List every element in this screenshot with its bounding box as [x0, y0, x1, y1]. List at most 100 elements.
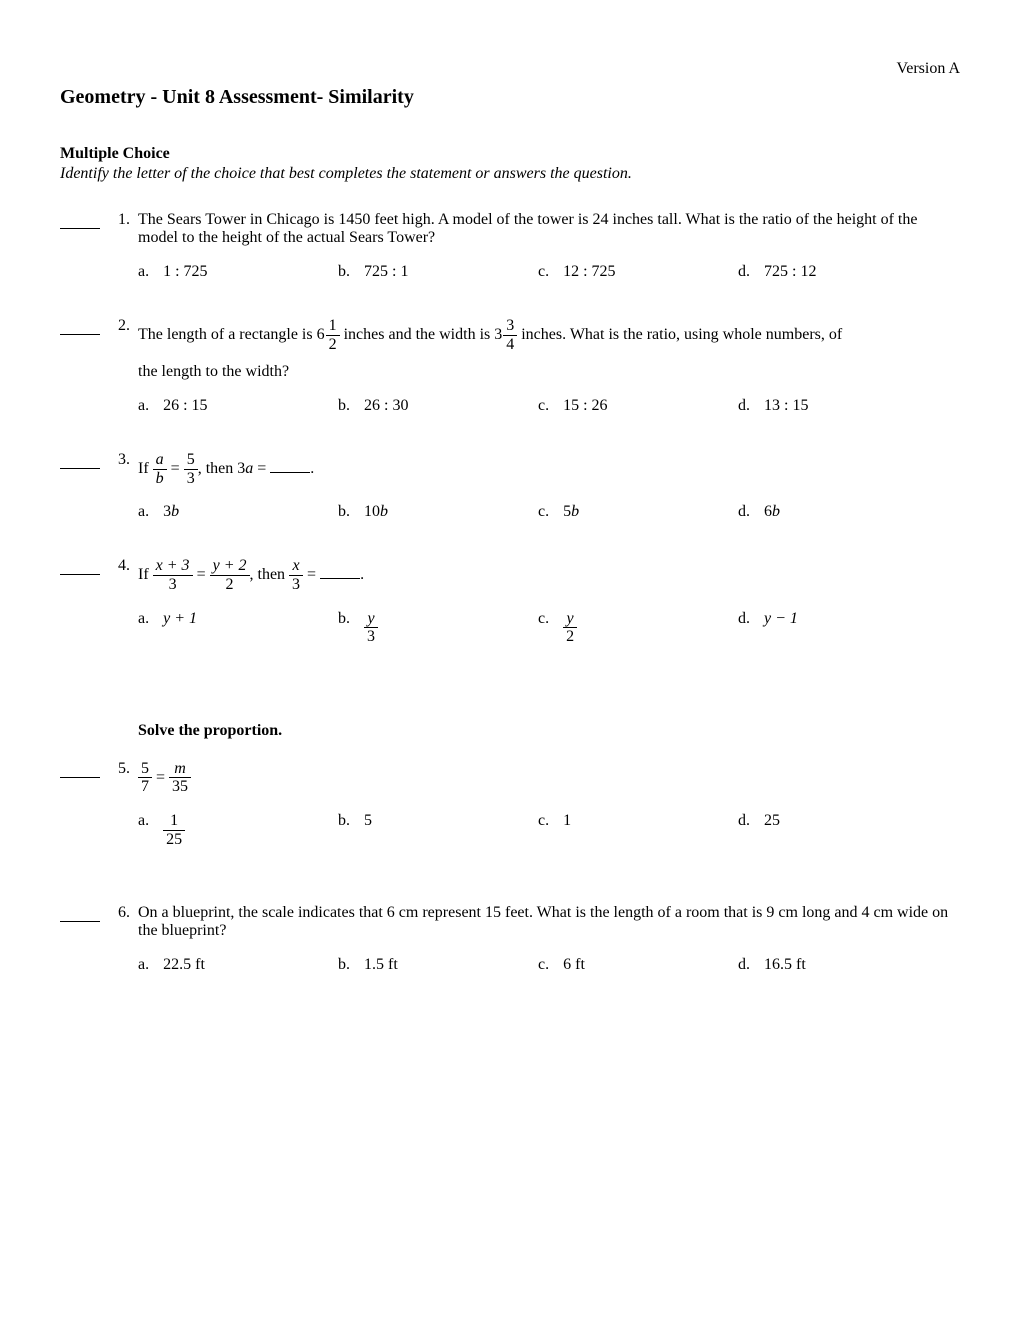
equals: = — [193, 566, 210, 583]
equation-blank — [270, 461, 310, 473]
answer-blank[interactable] — [60, 213, 100, 229]
option-label: c. — [538, 610, 549, 628]
option-a[interactable]: a.y + 1 — [138, 610, 338, 646]
option-d[interactable]: d.6b — [738, 503, 938, 521]
answer-blank[interactable] — [60, 762, 100, 778]
option-b[interactable]: b.26 : 30 — [338, 397, 538, 415]
option-value: 725 : 1 — [364, 263, 408, 281]
version-label: Version A — [60, 60, 960, 78]
options-1: a. 1 : 725 b. 725 : 1 c. 12 : 725 d.725 : 1… — [138, 263, 960, 281]
question-3: 3. If ab = 53, then 3a = . — [60, 451, 960, 487]
options-6: a. 22.5 ft b.1.5 ft c.6 ft d. 16.5 ft — [138, 956, 960, 974]
solve-heading: Solve the proportion. — [138, 722, 960, 740]
option-b[interactable]: b.1.5 ft — [338, 956, 538, 974]
option-label: b. — [338, 812, 350, 830]
option-d[interactable]: d.y − 1 — [738, 610, 938, 646]
option-a[interactable]: a. 1 : 725 — [138, 263, 338, 281]
option-b[interactable]: b. 725 : 1 — [338, 263, 538, 281]
option-value: 6b — [764, 503, 780, 521]
option-value: 16.5 ft — [764, 956, 806, 974]
option-label: a. — [138, 263, 149, 281]
option-value: 3b — [163, 503, 179, 521]
fraction: x + 33 — [153, 557, 193, 593]
text-post: inches. What is the ratio, using whole n… — [517, 326, 842, 343]
option-b[interactable]: b.5 — [338, 812, 538, 848]
period: . — [310, 460, 314, 477]
numerator: 5 — [184, 451, 198, 470]
mixed-fraction: 334 — [494, 317, 517, 353]
answer-blank[interactable] — [60, 453, 100, 469]
option-a[interactable]: a.26 : 15 — [138, 397, 338, 415]
answer-blank[interactable] — [60, 319, 100, 335]
fraction: y + 22 — [210, 557, 250, 593]
option-a[interactable]: a. 22.5 ft — [138, 956, 338, 974]
option-label: b. — [338, 956, 350, 974]
fraction: 12 — [326, 317, 340, 353]
question-number: 2. — [112, 317, 138, 381]
option-d[interactable]: d. 13 : 15 — [738, 397, 938, 415]
option-label: a. — [138, 610, 149, 628]
option-label: d. — [738, 397, 750, 415]
text-post: = — [253, 460, 270, 477]
option-label: b. — [338, 397, 350, 415]
options-2: a.26 : 15 b.26 : 30 c.15 : 26 d. 13 : 15 — [138, 397, 960, 415]
text-mid: , then — [250, 566, 290, 583]
option-c[interactable]: c.5b — [538, 503, 738, 521]
option-b[interactable]: b.10b — [338, 503, 538, 521]
option-value: 725 : 12 — [764, 263, 816, 281]
text-mid: inches and the width is — [340, 326, 495, 343]
answer-blank[interactable] — [60, 906, 100, 922]
option-value: 13 : 15 — [764, 397, 808, 415]
option-d[interactable]: d.25 — [738, 812, 938, 848]
option-value: y2 — [563, 610, 577, 646]
option-a[interactable]: a.125 — [138, 812, 338, 848]
denominator: 2 — [210, 576, 250, 594]
options-4: a.y + 1 b.y3 c. y2 d.y − 1 — [138, 610, 960, 646]
option-value: 22.5 ft — [163, 956, 205, 974]
page-title: Geometry - Unit 8 Assessment- Similarity — [60, 86, 960, 109]
question-number: 3. — [112, 451, 138, 487]
text-pre: The length of a rectangle is — [138, 326, 317, 343]
question-2: 2. The length of a rectangle is 612 inch… — [60, 317, 960, 381]
denominator: 7 — [138, 778, 152, 796]
question-number: 4. — [112, 557, 138, 593]
numerator: x + 3 — [153, 557, 193, 576]
option-c[interactable]: c. y2 — [538, 610, 738, 646]
option-c[interactable]: c. 12 : 725 — [538, 263, 738, 281]
numerator: 5 — [138, 760, 152, 779]
option-c[interactable]: c.15 : 26 — [538, 397, 738, 415]
section-heading: Multiple Choice — [60, 145, 960, 163]
option-b[interactable]: b.y3 — [338, 610, 538, 646]
option-label: d. — [738, 956, 750, 974]
option-value: 6 ft — [563, 956, 585, 974]
option-d[interactable]: d.725 : 12 — [738, 263, 938, 281]
option-label: c. — [538, 263, 549, 281]
equals: = — [152, 769, 169, 786]
option-value: 12 : 725 — [563, 263, 615, 281]
numerator: a — [153, 451, 167, 470]
option-value: 10b — [364, 503, 388, 521]
question-number: 5. — [112, 760, 138, 796]
option-value: y3 — [364, 610, 378, 646]
option-d[interactable]: d. 16.5 ft — [738, 956, 938, 974]
question-text: The Sears Tower in Chicago is 1450 feet … — [138, 211, 960, 247]
fraction: 57 — [138, 760, 152, 796]
question-5: 5. 57 = m35 — [60, 760, 960, 796]
text-pre: If — [138, 566, 153, 583]
denominator: 2 — [326, 336, 340, 354]
denominator: 35 — [169, 778, 191, 796]
option-label: a. — [138, 956, 149, 974]
fraction: 34 — [503, 317, 517, 353]
option-c[interactable]: c.1 — [538, 812, 738, 848]
option-value: 1 : 725 — [163, 263, 207, 281]
whole: 3 — [494, 326, 502, 344]
option-c[interactable]: c.6 ft — [538, 956, 738, 974]
option-label: d. — [738, 610, 750, 628]
option-label: b. — [338, 263, 350, 281]
text-line2: the length to the width? — [138, 363, 960, 381]
answer-blank[interactable] — [60, 559, 100, 575]
numerator: 1 — [326, 317, 340, 336]
option-a[interactable]: a.3b — [138, 503, 338, 521]
question-text: The length of a rectangle is 612 inches … — [138, 317, 960, 381]
option-label: a. — [138, 812, 149, 830]
